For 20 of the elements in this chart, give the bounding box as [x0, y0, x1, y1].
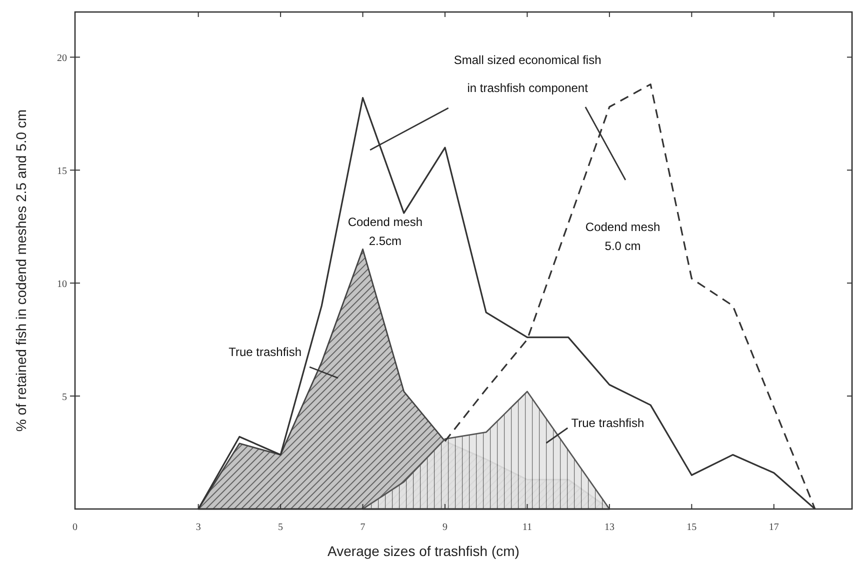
y-axis-title: % of retained fish in codend meshes 2.5 and 5.0 cm [13, 109, 29, 432]
y-tick-label: 15 [57, 166, 67, 178]
x-tick-label: 9 [442, 522, 448, 533]
annotation: Codend mesh 2.5cm [348, 215, 423, 248]
annotation: Codend mesh 5.0 cm [585, 220, 660, 253]
x-tick-label: 17 [768, 522, 779, 533]
y-tick-label: 20 [57, 53, 67, 64]
y-tick-label: 5 [62, 392, 67, 404]
y-tick-label: 10 [57, 279, 67, 290]
x-tick-label: 3 [196, 522, 201, 533]
x-axis-title: Average sizes of trashfish (cm) [328, 543, 520, 559]
annotation: Small sized economical fish in trashfish component [454, 53, 602, 95]
x-tick-label: 13 [604, 522, 614, 533]
x-tick-label: 5 [278, 522, 284, 533]
x-tick-label: 7 [360, 522, 366, 533]
annotation: True trashfish [228, 345, 302, 359]
x-tick-label: 0 [72, 522, 78, 533]
x-tick-label: 15 [686, 522, 697, 533]
annotation: True trashfish [571, 416, 644, 430]
x-tick-label: 11 [522, 522, 532, 533]
